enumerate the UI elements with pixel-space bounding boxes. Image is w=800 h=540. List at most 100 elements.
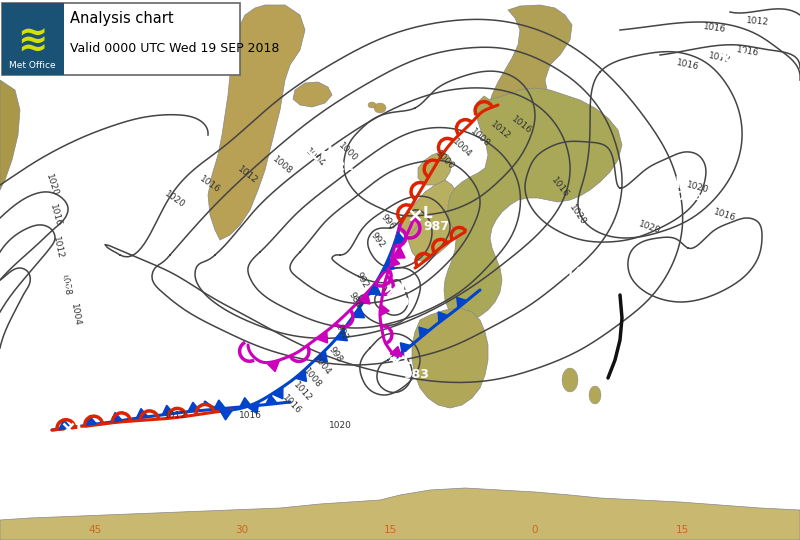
Text: 1026: 1026: [60, 280, 95, 294]
Text: 1004: 1004: [303, 147, 326, 169]
Text: 15: 15: [675, 525, 689, 535]
Text: H: H: [668, 176, 681, 191]
Polygon shape: [418, 152, 452, 185]
Polygon shape: [353, 307, 365, 318]
Text: 1007: 1007: [196, 446, 231, 458]
Polygon shape: [358, 293, 370, 304]
Polygon shape: [316, 331, 327, 343]
Text: 1004: 1004: [69, 303, 82, 327]
Text: 1008: 1008: [58, 273, 71, 297]
Text: 1020: 1020: [44, 173, 60, 197]
Polygon shape: [488, 5, 572, 170]
Text: H: H: [60, 266, 73, 280]
Polygon shape: [85, 416, 97, 426]
Text: Met Office: Met Office: [9, 60, 55, 70]
Text: 1020: 1020: [566, 267, 601, 280]
Polygon shape: [219, 410, 232, 420]
Polygon shape: [589, 386, 601, 404]
Polygon shape: [390, 256, 400, 267]
Text: 1008: 1008: [469, 127, 491, 149]
Text: H: H: [733, 49, 746, 64]
Text: 988: 988: [346, 291, 363, 310]
Polygon shape: [0, 488, 800, 540]
Polygon shape: [188, 402, 199, 411]
Polygon shape: [406, 180, 462, 262]
Polygon shape: [240, 397, 251, 407]
Polygon shape: [390, 347, 402, 356]
Polygon shape: [162, 406, 174, 415]
Text: ≋: ≋: [17, 25, 47, 59]
Text: L: L: [196, 430, 206, 445]
Text: 1020: 1020: [329, 421, 351, 429]
Text: 1016: 1016: [281, 394, 303, 416]
Polygon shape: [0, 80, 20, 190]
Text: L: L: [400, 280, 410, 295]
Text: L: L: [423, 206, 433, 220]
Polygon shape: [368, 102, 376, 108]
Polygon shape: [293, 82, 332, 107]
Text: L: L: [76, 418, 86, 434]
Text: 1007: 1007: [76, 434, 111, 447]
Polygon shape: [400, 343, 410, 353]
Text: H: H: [566, 253, 578, 267]
Text: 1020: 1020: [638, 220, 662, 236]
Polygon shape: [374, 103, 386, 113]
Text: 992: 992: [334, 322, 350, 342]
Text: 1016: 1016: [713, 207, 738, 223]
Text: 1020: 1020: [686, 181, 710, 195]
FancyBboxPatch shape: [2, 3, 240, 75]
Text: 974: 974: [400, 295, 426, 308]
Text: 1012: 1012: [291, 381, 313, 403]
Text: 1025: 1025: [648, 100, 683, 113]
Text: 992: 992: [369, 231, 387, 249]
Text: Analysis chart: Analysis chart: [70, 10, 174, 25]
Polygon shape: [412, 308, 488, 408]
Polygon shape: [59, 420, 70, 429]
Polygon shape: [110, 413, 122, 422]
Text: 1016: 1016: [703, 22, 727, 34]
Polygon shape: [316, 350, 327, 362]
Text: 1012: 1012: [163, 410, 186, 420]
Text: 987: 987: [423, 220, 449, 233]
Text: 1012: 1012: [746, 17, 770, 28]
Text: 1023: 1023: [590, 278, 625, 291]
Text: Valid 0000 UTC Wed 19 SEP 2018: Valid 0000 UTC Wed 19 SEP 2018: [70, 42, 279, 55]
Polygon shape: [419, 327, 430, 338]
Polygon shape: [266, 395, 278, 404]
Text: 1008: 1008: [270, 154, 294, 176]
Text: 1004: 1004: [450, 137, 474, 159]
Text: 998: 998: [326, 346, 344, 365]
Text: 992: 992: [354, 271, 370, 289]
Text: 1020: 1020: [568, 203, 588, 227]
Text: 1012: 1012: [708, 51, 732, 65]
Text: H: H: [456, 441, 469, 456]
Polygon shape: [394, 232, 406, 245]
Text: 1004: 1004: [311, 353, 333, 377]
Polygon shape: [398, 210, 420, 235]
Text: H: H: [590, 262, 602, 278]
Text: H: H: [648, 85, 661, 100]
Text: 1000: 1000: [434, 148, 456, 171]
Bar: [2, 3, 64, 75]
Text: H: H: [320, 145, 333, 160]
Polygon shape: [247, 402, 259, 414]
Text: 1000: 1000: [337, 141, 359, 163]
Text: 1012: 1012: [51, 236, 65, 260]
Text: 1016: 1016: [48, 202, 62, 227]
Text: 1016: 1016: [550, 176, 570, 200]
Polygon shape: [266, 361, 279, 372]
Text: 1025: 1025: [668, 191, 703, 204]
Text: L: L: [506, 458, 516, 474]
Text: 1020: 1020: [163, 190, 187, 210]
Text: 1017: 1017: [506, 474, 541, 487]
Polygon shape: [214, 400, 226, 409]
Text: 45: 45: [88, 525, 102, 535]
Text: 1016: 1016: [198, 175, 222, 195]
Text: 1021: 1021: [320, 160, 355, 173]
Polygon shape: [383, 259, 395, 271]
Polygon shape: [562, 368, 578, 392]
Polygon shape: [394, 247, 405, 258]
Polygon shape: [380, 305, 389, 316]
Text: 30: 30: [235, 525, 249, 535]
Text: 1012: 1012: [236, 164, 260, 186]
